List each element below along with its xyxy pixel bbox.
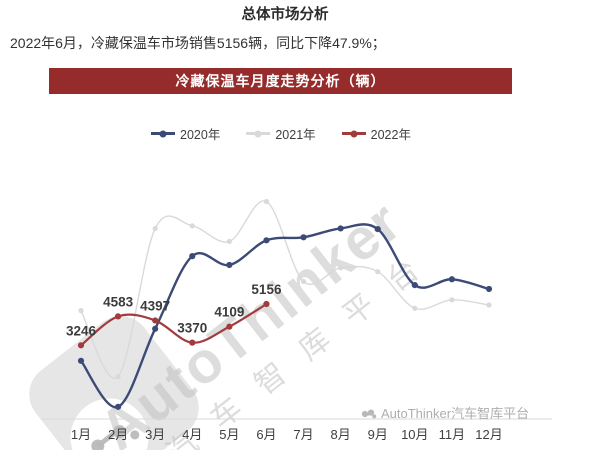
svg-text:9月: 9月 [368, 427, 388, 442]
legend-marker-2022-icon [341, 130, 366, 137]
svg-text:3月: 3月 [145, 427, 165, 442]
svg-text:5月: 5月 [219, 427, 239, 442]
svg-text:4109: 4109 [214, 305, 244, 320]
svg-text:4397: 4397 [140, 298, 170, 313]
page-title: 总体市场分析 [241, 7, 329, 23]
trend-chart-svg: 1月 2月 3月 4月 5月 6月 7月 8月 9月 10月 11月 12月 3246 4583 4397 3… [42, 198, 552, 442]
legend-item-2021: 2021年 [246, 124, 316, 143]
legend-label-2020: 2020年 [180, 128, 221, 142]
chart-legend: 2020年 2021年 2022年 [0, 124, 600, 143]
legend-label-2021: 2021年 [275, 128, 316, 142]
svg-text:4583: 4583 [103, 294, 134, 309]
svg-text:7月: 7月 [293, 427, 313, 442]
legend-marker-2021-icon [246, 130, 271, 137]
svg-text:10月: 10月 [401, 427, 428, 442]
market-summary-text: 2022年6月，冷藏保温车市场销售5156辆，同比下降47.9%； [10, 35, 386, 51]
svg-text:3370: 3370 [177, 321, 207, 336]
svg-text:11月: 11月 [439, 427, 466, 442]
chart-banner: 冷藏保温车月度走势分析（辆） [49, 68, 512, 94]
svg-text:6月: 6月 [256, 427, 276, 442]
svg-text:4月: 4月 [182, 427, 202, 442]
chart-panel: AutoThinker 汽车智库平台 2020年 2021年 2022年 1月 2… [0, 100, 600, 450]
svg-text:8月: 8月 [331, 427, 351, 442]
svg-text:1月: 1月 [71, 427, 91, 442]
legend-marker-2020-icon [151, 130, 176, 137]
legend-label-2022: 2022年 [370, 128, 411, 142]
svg-text:2月: 2月 [108, 427, 128, 442]
svg-text:5156: 5156 [251, 282, 282, 297]
chart-banner-title: 冷藏保温车月度走势分析（辆） [175, 73, 386, 89]
legend-item-2022: 2022年 [341, 124, 411, 143]
svg-text:3246: 3246 [66, 323, 97, 338]
svg-text:12月: 12月 [475, 427, 502, 442]
legend-item-2020: 2020年 [151, 124, 220, 143]
